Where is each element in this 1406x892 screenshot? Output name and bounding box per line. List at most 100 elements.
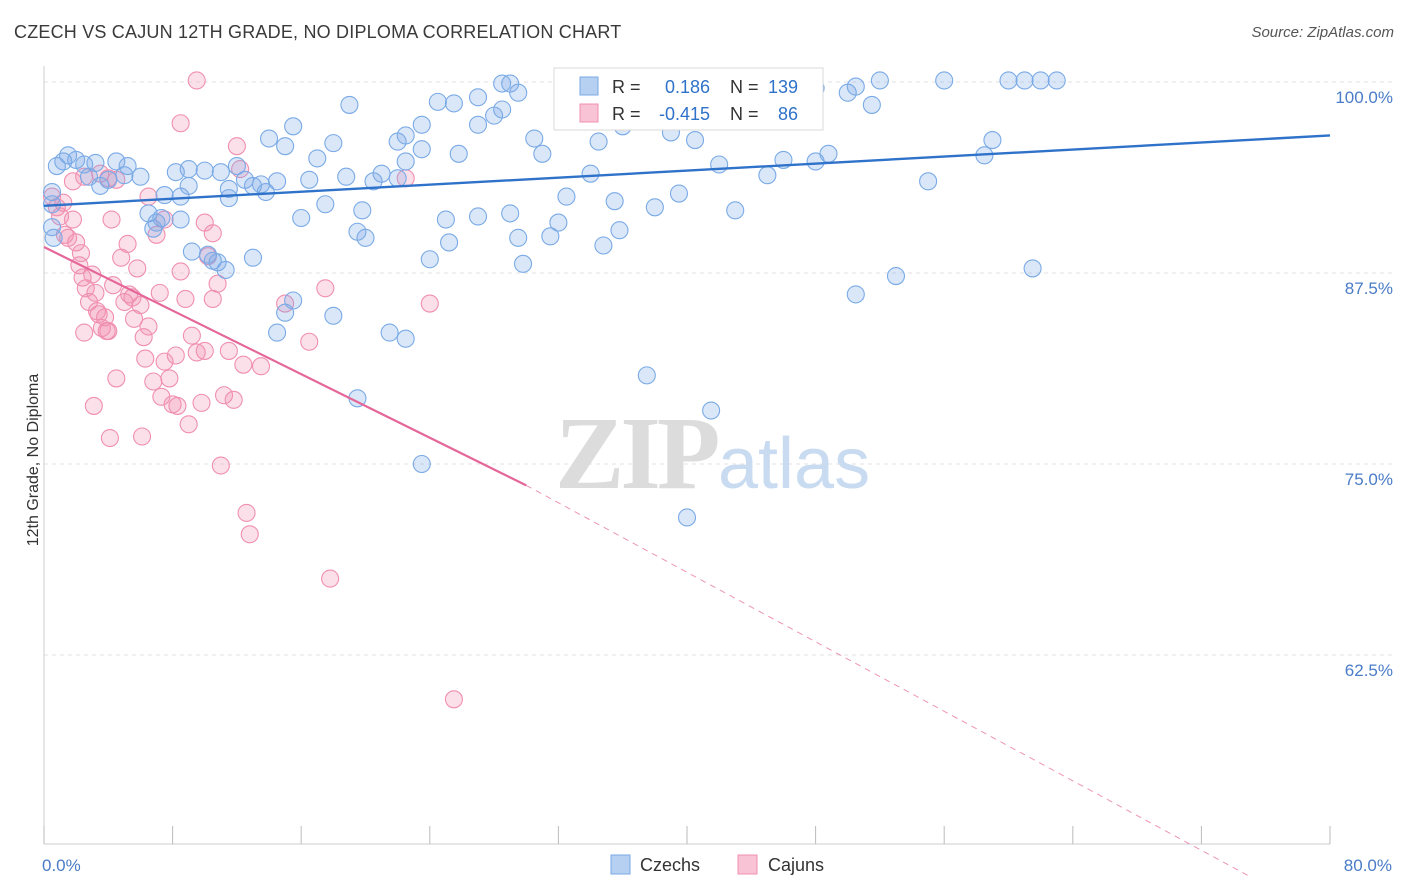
- czech-point: [702, 401, 721, 420]
- cajun-point: [133, 427, 152, 446]
- czech-point: [509, 83, 528, 102]
- czech-point: [155, 186, 174, 205]
- czech-point: [501, 204, 520, 223]
- czech-point: [268, 172, 287, 191]
- czech-point: [353, 201, 372, 220]
- legend-czechs-n-value: 139: [768, 77, 798, 97]
- cajun-point: [316, 279, 335, 298]
- cajun-point: [171, 262, 190, 281]
- czech-point: [340, 95, 359, 114]
- legend-czechs-r-value: 0.186: [665, 77, 710, 97]
- czech-point: [645, 198, 664, 217]
- legend-cajuns-n-value: 86: [778, 104, 798, 124]
- czech-point: [211, 163, 230, 182]
- cajun-point: [182, 326, 201, 345]
- cajun-point: [124, 309, 144, 328]
- czech-point: [610, 221, 629, 240]
- czech-point: [380, 323, 399, 342]
- cajun-point: [219, 341, 238, 360]
- series-legend: Czechs Cajuns: [610, 854, 824, 875]
- czech-point: [935, 71, 954, 90]
- czech-point: [216, 260, 235, 279]
- czech-point: [549, 213, 568, 232]
- czech-point: [819, 144, 838, 163]
- bottom-legend-cajuns-swatch: [737, 854, 758, 875]
- czech-point: [44, 228, 63, 247]
- watermark-zip: ZIP: [555, 396, 718, 511]
- y-tick-label: 87.5%: [1345, 279, 1393, 298]
- czech-point: [886, 267, 906, 286]
- czech-point: [557, 187, 576, 206]
- czech-point: [758, 166, 777, 185]
- czech-point: [677, 508, 697, 527]
- czech-point: [525, 129, 544, 148]
- czech-point: [1047, 71, 1066, 90]
- czech-point: [219, 179, 238, 199]
- cajun-point: [187, 71, 206, 90]
- czech-point: [219, 189, 238, 208]
- legend-czechs-r-label: R =: [612, 77, 641, 97]
- czech-point: [107, 152, 126, 171]
- czech-point: [594, 236, 613, 255]
- cajun-point: [107, 369, 126, 388]
- czech-point: [182, 242, 201, 261]
- czech-point: [541, 227, 560, 246]
- cajun-point: [97, 322, 116, 341]
- czech-point: [685, 131, 705, 150]
- legend-box: [553, 67, 824, 131]
- czech-point: [388, 169, 407, 188]
- czech-point: [509, 228, 528, 247]
- czech-point: [284, 117, 303, 136]
- czech-point: [268, 323, 287, 342]
- czech-point: [846, 285, 865, 304]
- cajun-point: [179, 415, 198, 434]
- cajun-point: [321, 569, 340, 588]
- y-tick-labels: 100.0% 87.5% 75.0% 62.5%: [1335, 88, 1393, 680]
- cajun-point: [152, 387, 171, 406]
- cajun-point: [136, 349, 155, 368]
- czech-point: [493, 74, 512, 93]
- cajun-point: [300, 332, 319, 351]
- czech-point: [131, 167, 150, 186]
- cajun-point: [134, 328, 153, 347]
- cajun-point: [251, 357, 271, 376]
- cajun-point: [160, 369, 179, 388]
- czech-point: [726, 201, 745, 220]
- czech-point: [449, 144, 468, 163]
- cajuns-trend-extension: [526, 484, 1251, 877]
- cajun-point: [227, 137, 246, 156]
- czech-point: [1015, 71, 1034, 90]
- czech-point: [870, 71, 889, 90]
- czech-point: [179, 160, 198, 179]
- cajun-point: [150, 283, 169, 302]
- cajun-point: [84, 396, 103, 415]
- cajun-point: [214, 386, 234, 405]
- y-tick-label: 100.0%: [1335, 88, 1393, 107]
- cajun-point: [192, 393, 211, 412]
- cajun-point: [195, 213, 214, 232]
- czech-point: [468, 207, 488, 226]
- chart-title: CZECH VS CAJUN 12TH GRADE, NO DIPLOMA CO…: [14, 22, 622, 42]
- cajun-point: [144, 372, 163, 391]
- czech-point: [300, 170, 319, 189]
- cajun-point: [203, 289, 222, 309]
- cajun-point: [237, 503, 256, 522]
- czech-point: [396, 329, 415, 348]
- legend-cajuns-r-value: -0.415: [659, 104, 710, 124]
- czech-point: [420, 250, 439, 269]
- czech-point: [284, 291, 303, 310]
- czech-point: [710, 155, 729, 174]
- czech-point: [396, 126, 415, 145]
- czech-point: [276, 137, 295, 156]
- czech-point: [356, 228, 375, 247]
- czech-point: [195, 161, 214, 180]
- cajun-point: [63, 210, 82, 229]
- legend-cajuns-r-label: R =: [612, 104, 641, 124]
- czech-point: [99, 170, 118, 189]
- czech-point: [412, 140, 431, 159]
- legend-czechs-n-label: N =: [730, 77, 759, 97]
- cajun-point: [231, 160, 250, 179]
- czech-point: [152, 208, 171, 228]
- cajun-point: [234, 355, 253, 374]
- czech-point: [198, 245, 218, 264]
